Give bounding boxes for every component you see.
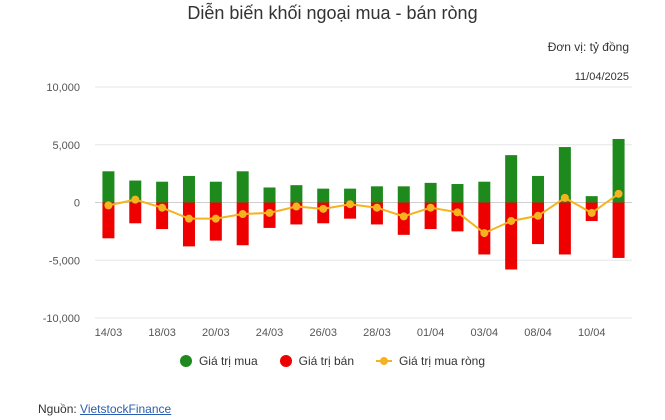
source-link[interactable]: VietstockFinance (80, 402, 172, 416)
net-point (507, 216, 516, 225)
buy-bar (397, 186, 410, 203)
net-point (614, 189, 623, 198)
net-point (399, 212, 408, 221)
x-tick-label: 26/03 (309, 327, 337, 339)
x-tick-label: 03/04 (471, 327, 499, 339)
buy-bar (370, 186, 383, 203)
chart-plot: 10,000 5,000 0 -5,000 -10,000 14/03 18/03 20/0… (43, 82, 632, 339)
x-tick-label: 18/03 (148, 327, 176, 339)
x-tick-label: 24/03 (256, 327, 284, 339)
net-point (265, 208, 274, 217)
x-tick-label: 14/03 (95, 327, 123, 339)
legend-item-sell[interactable]: Giá trị bán (279, 354, 354, 368)
sell-bar (478, 202, 491, 255)
legend-sell-label: Giá trị bán (298, 354, 354, 368)
y-tick-label: 0 (74, 198, 80, 210)
unit-label: Đơn vị: tỷ đồng (547, 40, 629, 54)
sell-bar (451, 202, 464, 232)
grid-lines (95, 86, 632, 319)
sell-bar (236, 202, 249, 246)
sell-bar (182, 202, 195, 247)
net-point (587, 208, 596, 217)
legend-sell-marker (279, 355, 292, 367)
net-point (292, 202, 301, 211)
buy-bar (290, 185, 303, 203)
legend: Giá trị mua Giá trị bán Giá trị mua ròng (0, 354, 665, 368)
sell-bar (532, 202, 545, 245)
sell-bar (102, 202, 115, 239)
source: Nguồn: VietstockFinance (38, 402, 171, 416)
net-point (238, 210, 247, 219)
sell-bar (129, 202, 142, 224)
buy-bar (532, 175, 545, 203)
y-tick-label: 5,000 (52, 140, 80, 152)
net-point (453, 208, 462, 217)
net-point (319, 204, 328, 213)
net-point (346, 200, 355, 209)
x-tick-label: 10/04 (578, 327, 606, 339)
bars (102, 138, 625, 270)
net-point (372, 203, 381, 212)
chart-title: Diễn biến khối ngoại mua - bán ròng (187, 3, 478, 23)
buy-bar (424, 182, 437, 203)
buy-bar (209, 181, 222, 203)
buy-bar (156, 181, 169, 203)
buy-bar (585, 196, 598, 203)
buy-bar (102, 171, 115, 203)
net-line-path (108, 193, 620, 235)
net-line (104, 189, 623, 238)
x-tick-label: 08/04 (524, 327, 552, 339)
sell-bar (505, 202, 518, 270)
net-point (104, 201, 113, 210)
net-point (184, 214, 193, 223)
y-tick-label: -5,000 (49, 255, 80, 267)
buy-bar (612, 138, 625, 203)
buy-bar (263, 187, 276, 203)
buy-bar (317, 188, 330, 203)
legend-net-marker (376, 355, 392, 367)
net-point (480, 229, 489, 238)
legend-buy-marker (179, 355, 192, 367)
y-axis-ticks: 10,000 5,000 0 -5,000 -10,000 (43, 82, 80, 325)
x-tick-label: 28/03 (363, 327, 391, 339)
buy-bar (505, 155, 518, 203)
x-axis-ticks: 14/03 18/03 20/03 24/03 26/03 28/03 01/04 03/04… (95, 327, 606, 339)
x-tick-label: 01/04 (417, 327, 445, 339)
legend-buy-label: Giá trị mua (198, 354, 258, 368)
sell-bar (612, 202, 625, 258)
date-label: 11/04/2025 (574, 71, 629, 83)
buy-bar (344, 188, 357, 203)
net-point (560, 193, 569, 202)
buy-bar (182, 175, 195, 203)
net-point (534, 211, 543, 220)
sell-bar (558, 202, 571, 255)
net-point (158, 203, 167, 212)
buy-bar (236, 171, 249, 203)
buy-bar (558, 147, 571, 203)
legend-item-buy[interactable]: Giá trị mua (179, 354, 258, 368)
buy-bar (478, 181, 491, 203)
source-label: Nguồn: (38, 402, 77, 416)
legend-net-label: Giá trị mua ròng (399, 354, 486, 368)
legend-item-net[interactable]: Giá trị mua ròng (376, 354, 485, 368)
net-point (211, 214, 220, 223)
y-tick-label: -10,000 (43, 313, 80, 325)
y-tick-label: 10,000 (46, 82, 80, 94)
x-tick-label: 20/03 (202, 327, 230, 339)
net-point (426, 203, 435, 212)
buy-bar (451, 184, 464, 203)
net-point (131, 195, 140, 204)
